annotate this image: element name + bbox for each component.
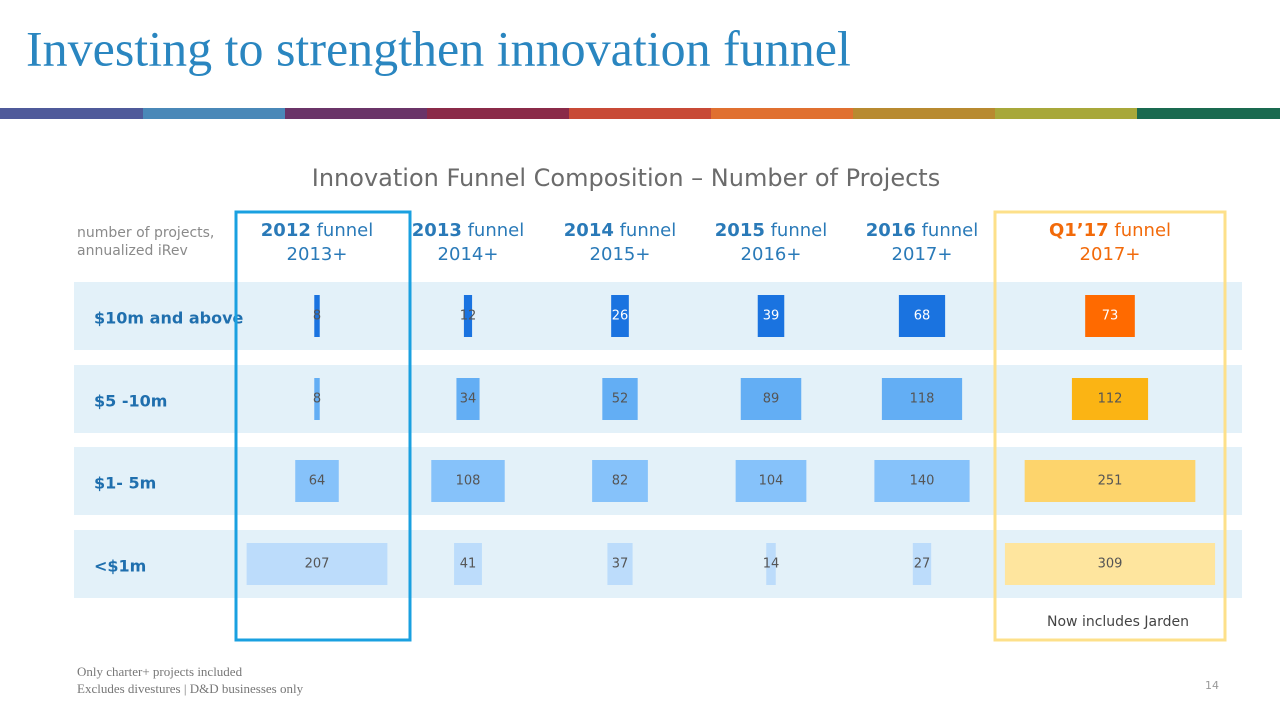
column-header: 2013 funnel	[412, 220, 524, 241]
bar	[602, 378, 638, 420]
value-label: 104	[759, 474, 784, 489]
bar	[912, 543, 932, 585]
axis-note: annualized iRev	[77, 243, 188, 259]
bar	[1071, 378, 1149, 420]
value-label: 39	[763, 309, 780, 324]
footnote: Excludes divestures | D&D businesses onl…	[77, 681, 304, 696]
bar	[757, 295, 785, 337]
value-label: 112	[1098, 392, 1123, 407]
row-label: $5 -10m	[94, 392, 167, 411]
bar	[766, 543, 776, 585]
row-band	[74, 282, 1242, 350]
chart-title: Innovation Funnel Composition – Number o…	[312, 164, 940, 192]
row-band	[74, 365, 1242, 433]
value-label: 309	[1098, 557, 1123, 572]
value-label: 108	[456, 474, 481, 489]
value-label: 207	[305, 557, 330, 572]
value-label: 52	[612, 392, 629, 407]
bar	[1024, 460, 1196, 502]
row-label: $10m and above	[94, 309, 244, 328]
row-label: <$1m	[94, 557, 146, 576]
column-horizon: 2017+	[1080, 244, 1141, 265]
bar	[874, 460, 970, 502]
bar	[314, 295, 320, 337]
bar	[463, 295, 473, 337]
bar	[898, 295, 946, 337]
value-label: 14	[763, 557, 780, 572]
annotation: Now includes Jarden	[1047, 614, 1189, 630]
bar	[1004, 543, 1216, 585]
column-header: 2016 funnel	[866, 220, 978, 241]
bar	[592, 460, 648, 502]
value-label: 89	[763, 392, 780, 407]
bar	[611, 295, 629, 337]
value-label: 37	[612, 557, 629, 572]
value-label: 64	[309, 474, 326, 489]
bar	[454, 543, 482, 585]
value-label: 118	[910, 392, 935, 407]
value-label: 140	[910, 474, 935, 489]
bar	[246, 543, 388, 585]
bar	[735, 460, 807, 502]
bar	[456, 378, 480, 420]
column-header: Q1’17 funnel	[1049, 220, 1171, 241]
value-label: 8	[313, 309, 321, 324]
column-horizon: 2013+	[287, 244, 348, 265]
value-label: 34	[460, 392, 477, 407]
value-label: 251	[1098, 474, 1123, 489]
color-strip	[0, 108, 1280, 119]
bar	[431, 460, 505, 502]
bar	[607, 543, 633, 585]
value-label: 27	[914, 557, 931, 572]
axis-note: number of projects,	[77, 225, 214, 241]
value-label: 68	[914, 309, 931, 324]
slide-title: Investing to strengthen innovation funne…	[26, 20, 851, 76]
column-header: 2015 funnel	[715, 220, 827, 241]
column-header: 2012 funnel	[261, 220, 373, 241]
bar	[314, 378, 320, 420]
value-label: 26	[612, 309, 629, 324]
row-label: $1- 5m	[94, 474, 156, 493]
bar	[295, 460, 339, 502]
bar	[1085, 295, 1135, 337]
value-label: 73	[1102, 309, 1119, 324]
column-horizon: 2015+	[590, 244, 651, 265]
value-label: 82	[612, 474, 629, 489]
footnote: Only charter+ projects included	[77, 664, 243, 679]
highlight-box	[993, 210, 1227, 642]
column-horizon: 2014+	[438, 244, 499, 265]
column-header: 2014 funnel	[564, 220, 676, 241]
bar	[881, 378, 963, 420]
highlight-box	[234, 210, 412, 642]
page-number: 14	[1205, 679, 1219, 692]
value-label: 41	[460, 557, 477, 572]
value-label: 12	[460, 309, 477, 324]
column-horizon: 2016+	[741, 244, 802, 265]
value-label: 8	[313, 392, 321, 407]
bar	[740, 378, 802, 420]
column-horizon: 2017+	[892, 244, 953, 265]
